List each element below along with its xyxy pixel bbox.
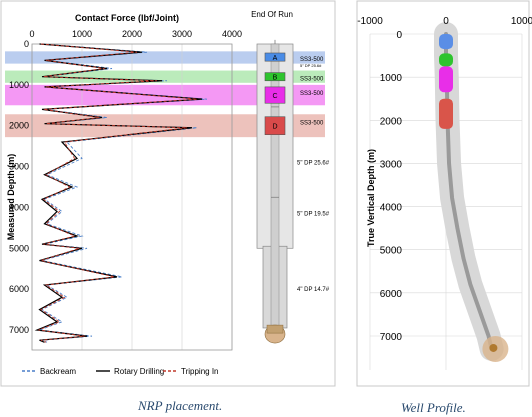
- right-y-tick-label: 6000: [380, 289, 403, 300]
- left-y-tick-label: 3000: [9, 162, 29, 172]
- legend-label: Tripping In: [181, 367, 219, 376]
- left-y-tick-label: 5000: [9, 243, 29, 253]
- left-y-tick-label: 1000: [9, 80, 29, 90]
- right-y-tick-label: 4000: [380, 203, 403, 214]
- nrp-tool-letter: C: [272, 93, 277, 100]
- left-x-tick-label: 0: [29, 29, 34, 39]
- right-y-tick-label: 5000: [380, 246, 403, 257]
- nrp-tool-a: [264, 52, 286, 62]
- left-chart-title: Contact Force (lbf/Joint): [75, 13, 179, 23]
- caption-left: NRP placement.: [138, 398, 223, 413]
- left-plot-frame: [31, 43, 233, 351]
- nrp-tool-d: [264, 116, 286, 136]
- string-title: End Of Run: [251, 10, 293, 19]
- pipe-small-label: 5" DP 25.6#: [300, 63, 322, 68]
- left-y-tick-label: 0: [24, 39, 29, 49]
- pipe-label: 5" DP 19.5#: [297, 212, 330, 218]
- nrp-tool-c: [264, 86, 286, 104]
- right-y-axis-label: True Vertical Depth (m): [366, 149, 376, 247]
- depth-band-a: [5, 51, 325, 64]
- drill-pipe: [270, 43, 280, 329]
- right-x-tick-label: 1000: [511, 16, 532, 27]
- right-x-tick-label: 0: [443, 16, 449, 27]
- nrp-marker-b: [439, 53, 453, 67]
- legend-label: Backream: [40, 367, 76, 376]
- nrp-marker-a: [439, 34, 453, 50]
- left-y-tick-label: 6000: [9, 284, 29, 294]
- right-y-tick-label: 1000: [380, 73, 403, 84]
- nrp-marker-c: [439, 66, 453, 93]
- nrp-tool-b: [264, 72, 286, 82]
- depth-band-b: [5, 70, 325, 83]
- left-x-tick-label: 1000: [72, 29, 92, 39]
- left-x-tick-label: 2000: [122, 29, 142, 39]
- pipe-label: 4" DP 14.7#: [297, 287, 330, 293]
- caption-right: Well Profile.: [401, 400, 466, 415]
- left-x-tick-label: 3000: [172, 29, 192, 39]
- left-y-tick-label: 2000: [9, 121, 29, 131]
- bit-core: [489, 343, 498, 352]
- nrp-tool-letter: A: [273, 55, 278, 62]
- series-line-tripping-in: [38, 43, 198, 343]
- right-y-tick-label: 7000: [380, 332, 403, 343]
- left-y-tick-label: 7000: [9, 325, 29, 335]
- nrp-tool-letter: D: [272, 124, 277, 131]
- nrp-tool-letter: B: [273, 75, 278, 82]
- nrp-marker-d: [439, 98, 453, 129]
- nrp-tool-label: SS3-500: [300, 121, 324, 127]
- pipe-label: 5" DP 25.6#: [297, 161, 330, 167]
- right-y-tick-label: 2000: [380, 116, 403, 127]
- bit-sub: [266, 324, 284, 334]
- nrp-tool-label: SS3-500: [300, 57, 324, 63]
- right-y-tick-label: 0: [396, 30, 402, 41]
- left-y-axis-label: Measured Depth (m): [6, 154, 16, 241]
- nrp-tool-label: SS3-500: [300, 91, 324, 97]
- legend-label: Rotary Drilling: [114, 367, 164, 376]
- nrp-tool-label: SS3-500: [300, 77, 324, 83]
- left-y-tick-label: 4000: [9, 202, 29, 212]
- right-x-tick-label: -1000: [357, 16, 383, 27]
- left-x-tick-label: 4000: [222, 29, 242, 39]
- right-y-tick-label: 3000: [380, 159, 403, 170]
